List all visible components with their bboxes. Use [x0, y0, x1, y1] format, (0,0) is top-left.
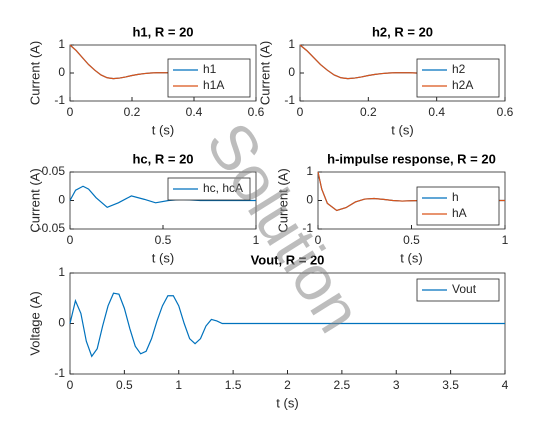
legend-label: h2A — [452, 78, 473, 92]
legend-label: h2 — [452, 62, 466, 76]
x-axis-label: t (s) — [152, 122, 174, 137]
x-axis-label: t (s) — [152, 250, 174, 265]
legend-box — [416, 58, 500, 98]
y-tick-label: 0 — [306, 193, 313, 207]
x-axis-label: t (s) — [400, 250, 422, 265]
x-tick-label: 0 — [67, 378, 74, 392]
y-tick-label: 1 — [306, 164, 313, 178]
chart-title: h1, R = 20 — [132, 24, 193, 39]
y-tick-label: 0 — [58, 316, 65, 330]
y-axis-label: Current (A) — [257, 41, 272, 105]
y-tick-label: 0 — [58, 193, 65, 207]
legend-label: h1A — [203, 78, 224, 92]
x-tick-label: 0.6 — [497, 105, 514, 119]
x-tick-label: 0.2 — [124, 105, 141, 119]
x-tick-label: 3.5 — [442, 378, 459, 392]
y-axis-label: Current (A) — [27, 168, 42, 232]
chart-title: Vout, R = 20 — [251, 252, 325, 267]
y-axis-label: Current (A) — [27, 41, 42, 105]
chart-title: hc, R = 20 — [132, 151, 193, 166]
x-tick-label: 1 — [253, 233, 260, 247]
x-tick-label: 2.5 — [334, 378, 351, 392]
x-tick-label: 0.6 — [248, 105, 265, 119]
x-tick-label: 0.5 — [403, 233, 420, 247]
x-tick-label: 1 — [175, 378, 182, 392]
x-tick-label: 0.5 — [155, 233, 172, 247]
series-line — [317, 171, 505, 212]
y-tick-label: 1 — [58, 265, 65, 279]
y-tick-label: -1 — [54, 366, 65, 380]
legend-box — [416, 278, 500, 302]
y-tick-label: -1 — [302, 221, 313, 235]
x-tick-label: 0 — [315, 233, 322, 247]
chart-title: h-impulse response, R = 20 — [327, 151, 496, 166]
x-tick-label: 3 — [393, 378, 400, 392]
x-tick-label: 1 — [502, 233, 509, 247]
y-tick-label: 1 — [58, 37, 65, 51]
y-tick-label: 0.05 — [42, 164, 66, 178]
legend-box — [416, 186, 500, 226]
legend-box — [167, 177, 251, 201]
legend-label: hA — [452, 206, 467, 220]
legend-label: h — [452, 190, 459, 204]
x-axis-label: t (s) — [276, 395, 298, 410]
y-axis-label: Current (A) — [275, 168, 290, 232]
x-tick-label: 0 — [67, 233, 74, 247]
x-tick-label: 0 — [297, 105, 304, 119]
x-tick-label: 0.5 — [116, 378, 133, 392]
x-tick-label: 2 — [284, 378, 291, 392]
legend-box — [167, 58, 251, 98]
legend-label: hc, hcA — [203, 181, 243, 195]
y-tick-label: 0 — [288, 65, 295, 79]
legend-label: h1 — [203, 62, 217, 76]
x-tick-label: 4 — [502, 378, 509, 392]
y-tick-label: -0.05 — [38, 221, 66, 235]
x-tick-label: 0.4 — [428, 105, 445, 119]
series-line — [69, 292, 505, 358]
y-tick-label: 0 — [58, 65, 65, 79]
y-axis-label: Voltage (A) — [27, 291, 42, 355]
x-tick-label: 1.5 — [225, 378, 242, 392]
chart-title: h2, R = 20 — [372, 24, 433, 39]
legend-label: Vout — [452, 282, 477, 296]
x-tick-label: 0.2 — [360, 105, 377, 119]
x-axis-label: t (s) — [391, 122, 413, 137]
y-tick-label: 1 — [288, 37, 295, 51]
series-line — [299, 44, 423, 80]
series-line — [69, 44, 182, 80]
y-tick-label: -1 — [284, 93, 295, 107]
y-tick-label: -1 — [54, 93, 65, 107]
x-tick-label: 0.4 — [186, 105, 203, 119]
x-tick-label: 0 — [67, 105, 74, 119]
